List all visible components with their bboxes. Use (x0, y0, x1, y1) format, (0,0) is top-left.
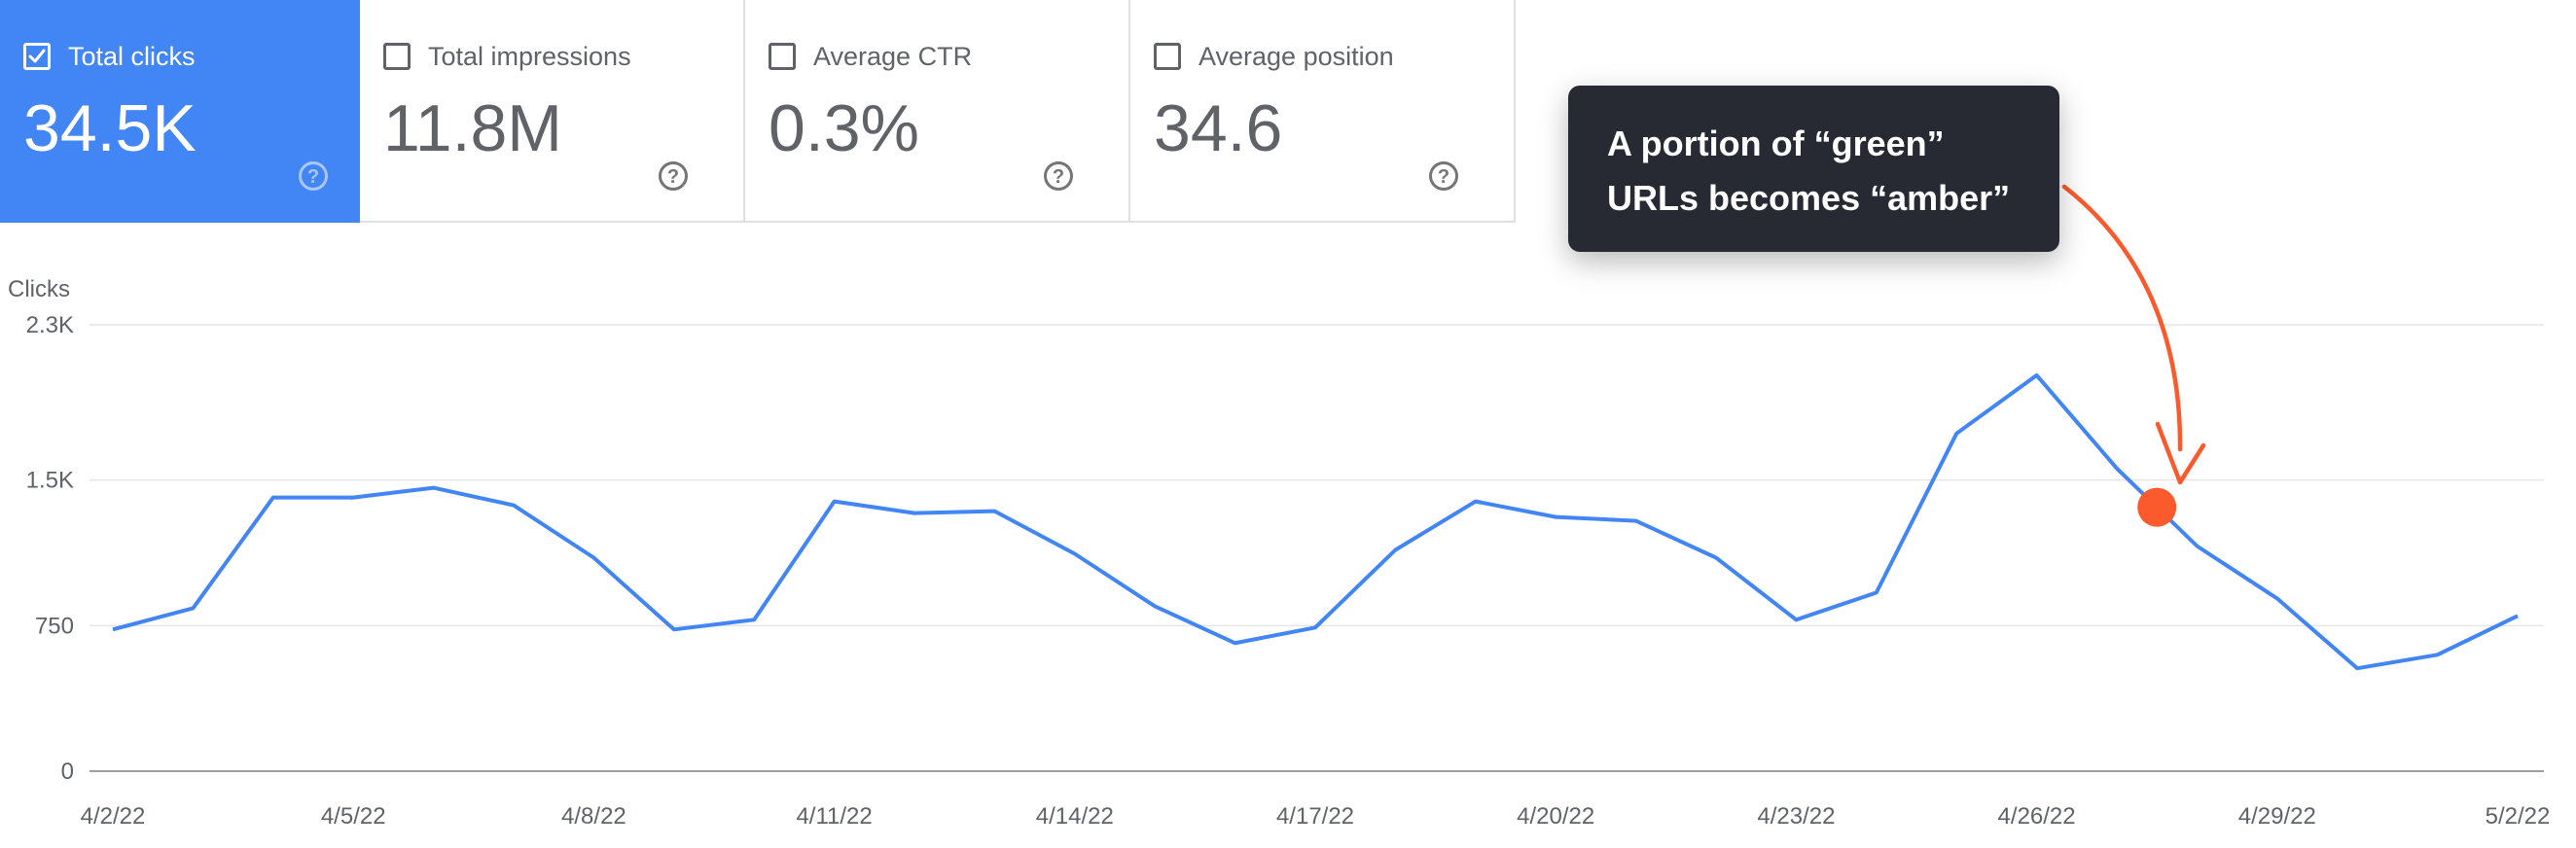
gridlines (89, 324, 2544, 772)
y-axis-ticks: 0 750 1.5K 2.3K (26, 312, 74, 785)
metric-value: 0.3% (769, 91, 919, 165)
y-tick-label: 750 (35, 613, 74, 639)
series-clicks (112, 372, 2519, 671)
metric-card-average-position[interactable]: Average position 34.6 ? (1130, 0, 1516, 223)
metric-value: 11.8M (383, 91, 562, 165)
metric-card-average-ctr[interactable]: Average CTR 0.3% ? (745, 0, 1130, 223)
x-tick-label: 4/11/22 (796, 803, 872, 830)
help-icon[interactable]: ? (298, 160, 329, 192)
x-tick-label: 4/26/22 (1998, 803, 2076, 830)
checkbox-icon[interactable] (1154, 43, 1181, 70)
y-axis-title: Clicks (8, 276, 70, 302)
checkbox-icon[interactable] (769, 43, 796, 70)
annotation-line-2: URLs becomes “amber” (1607, 178, 2011, 218)
help-icon[interactable]: ? (658, 160, 689, 192)
x-tick-label: 4/8/22 (561, 803, 626, 830)
metric-card-total-impressions[interactable]: Total impressions 11.8M ? (360, 0, 745, 223)
checkbox-icon[interactable] (383, 43, 411, 70)
metric-card-total-clicks[interactable]: Total clicks 34.5K ? (0, 0, 360, 223)
annotation-arrowhead (2155, 421, 2206, 485)
metric-value: 34.5K (23, 91, 197, 165)
help-icon[interactable]: ? (1043, 160, 1074, 192)
x-axis-ticks: 4/2/22 4/5/22 4/8/22 4/11/22 4/14/22 4/17/22 4… (81, 803, 2551, 830)
y-tick-label: 2.3K (26, 312, 74, 338)
metric-value: 34.6 (1154, 91, 1283, 165)
x-tick-label: 4/17/22 (1276, 803, 1354, 830)
annotation-marker-dot (2137, 487, 2177, 527)
annotation-arrow (2061, 184, 2183, 452)
metric-label: Total impressions (428, 42, 631, 71)
x-tick-label: 4/23/22 (1757, 803, 1835, 830)
checkbox-checked-icon[interactable] (23, 43, 51, 70)
x-tick-label: 4/29/22 (2238, 803, 2316, 830)
svg-text:?: ? (307, 166, 319, 188)
help-icon[interactable]: ? (1428, 160, 1459, 192)
svg-text:?: ? (1053, 166, 1064, 188)
x-tick-label: 5/2/22 (2486, 803, 2551, 830)
x-tick-label: 4/5/22 (321, 803, 386, 830)
metric-label: Total clicks (68, 42, 196, 71)
svg-text:?: ? (667, 166, 679, 188)
x-tick-label: 4/2/22 (81, 803, 146, 830)
metric-cards: Total clicks 34.5K ? Total impressions 1… (0, 0, 1516, 223)
annotation (2061, 184, 2206, 527)
metric-label: Average position (1199, 42, 1394, 71)
x-tick-label: 4/14/22 (1036, 803, 1114, 830)
annotation-callout: A portion of “green” URLs becomes “amber… (1568, 86, 2059, 252)
metric-label: Average CTR (813, 42, 973, 71)
annotation-line-1: A portion of “green” (1607, 124, 1945, 163)
y-tick-label: 1.5K (26, 468, 74, 494)
y-tick-label: 0 (61, 759, 74, 785)
svg-text:?: ? (1438, 166, 1449, 188)
x-tick-label: 4/20/22 (1517, 803, 1594, 830)
